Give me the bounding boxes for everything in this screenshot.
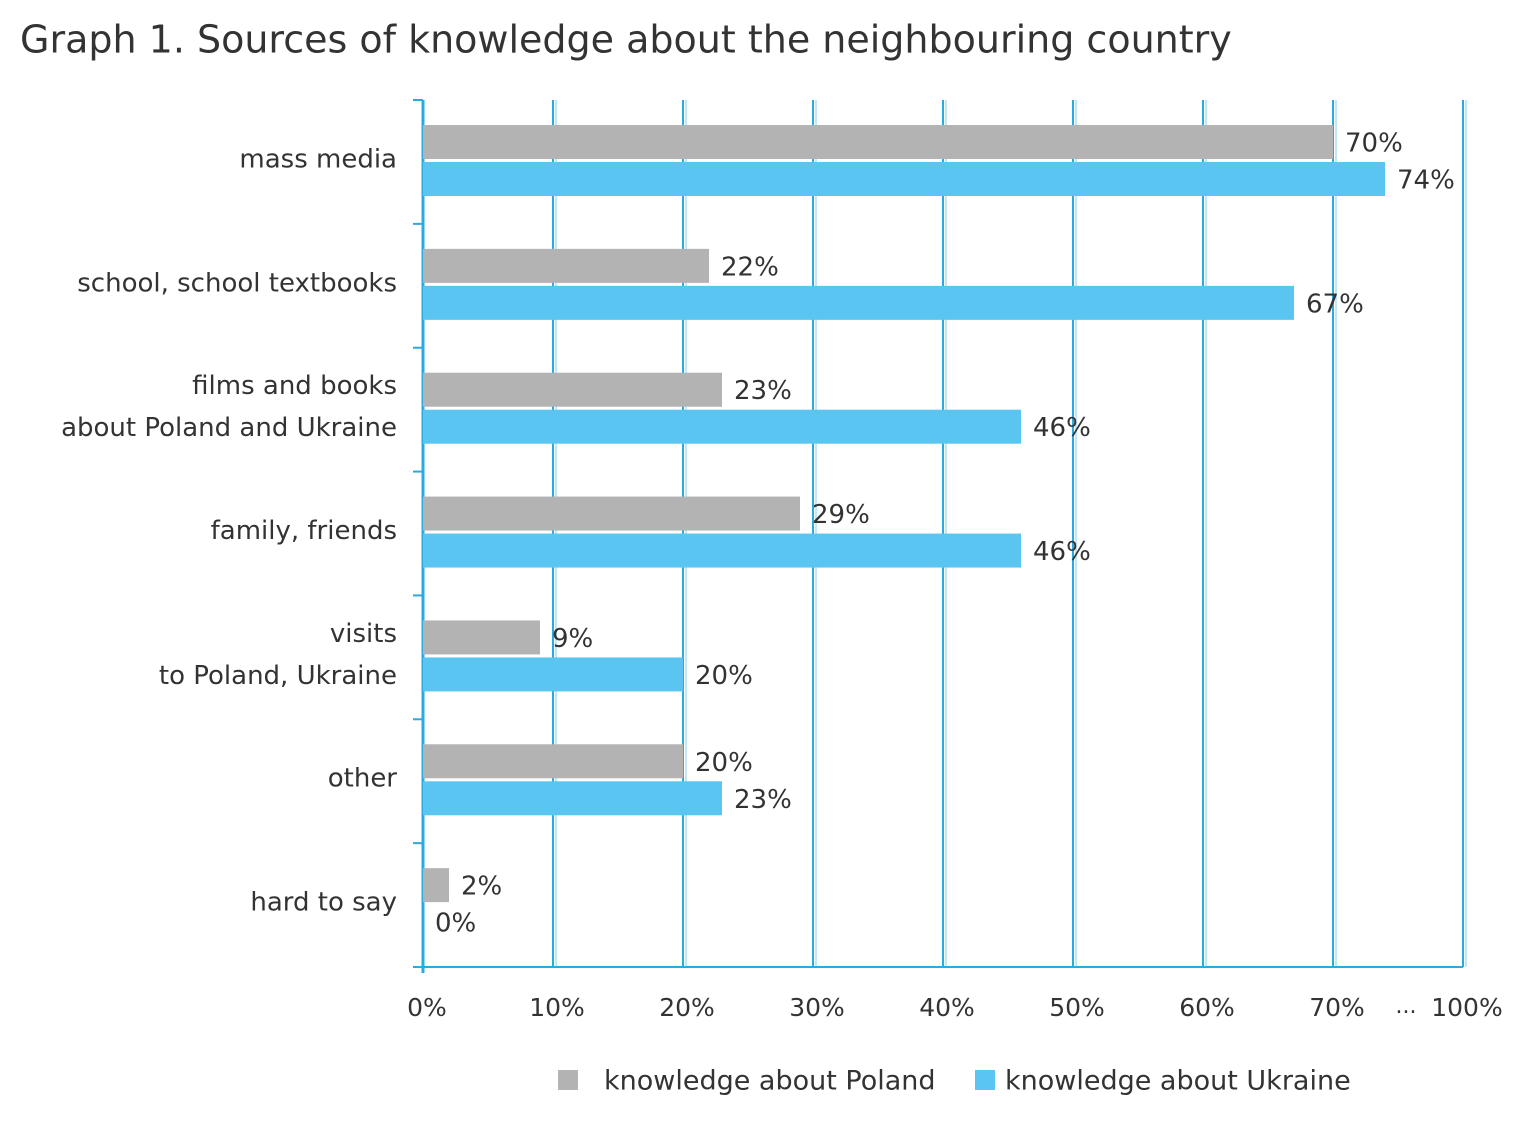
x-tick-label: 60% — [1179, 993, 1235, 1022]
x-tick-label: 70% — [1309, 993, 1365, 1022]
y-tick-label: hard to say — [250, 888, 397, 918]
value-label: 20% — [695, 661, 753, 691]
value-label: 23% — [734, 376, 792, 406]
bar — [423, 248, 709, 283]
bar — [423, 125, 1333, 159]
value-label: 67% — [1306, 289, 1364, 319]
x-tick-label: 40% — [919, 993, 975, 1022]
value-label: 23% — [734, 785, 792, 815]
bar — [423, 868, 449, 903]
value-label: 20% — [695, 748, 753, 778]
value-label: 46% — [1033, 537, 1091, 567]
bar — [423, 744, 683, 779]
y-tick-label: visits — [330, 619, 397, 649]
x-tick-label: 50% — [1049, 993, 1105, 1022]
axis-break: ... — [1396, 994, 1417, 1019]
y-tick-label: mass media — [239, 144, 397, 174]
bar — [423, 533, 1021, 568]
bar — [423, 285, 1294, 320]
legend-label: knowledge about Ukraine — [1005, 1066, 1351, 1097]
value-label: 22% — [721, 252, 779, 282]
legend-swatch — [558, 1070, 578, 1090]
bar — [423, 162, 1385, 196]
bar — [423, 657, 683, 692]
chart-title: Graph 1. Sources of knowledge about the … — [20, 18, 1232, 62]
x-tick-label: 30% — [789, 993, 845, 1022]
legend-swatch — [975, 1070, 995, 1090]
x-tick-label: 20% — [659, 993, 715, 1022]
legend-label: knowledge about Poland — [604, 1066, 936, 1097]
value-label: 74% — [1397, 166, 1455, 196]
y-tick-label: family, friends — [211, 516, 397, 546]
bar — [423, 409, 1021, 444]
value-label: 70% — [1345, 129, 1403, 159]
value-label: 9% — [552, 624, 593, 654]
bar — [423, 496, 800, 531]
bar — [423, 620, 540, 655]
value-label: 2% — [461, 872, 502, 902]
x-tick-label: 0% — [407, 993, 447, 1022]
y-tick-label: school, school textbooks — [77, 268, 397, 298]
y-tick-label: films and books — [192, 371, 397, 401]
bar — [423, 781, 722, 816]
bar — [423, 372, 722, 407]
value-label: 29% — [812, 500, 870, 530]
x-tick-label: 10% — [529, 993, 585, 1022]
x-tick-label: 100% — [1431, 993, 1502, 1022]
value-label: 46% — [1033, 413, 1091, 443]
value-label: 0% — [435, 909, 476, 939]
y-tick-label: about Poland and Ukraine — [61, 413, 397, 443]
y-tick-label: to Poland, Ukraine — [159, 661, 397, 691]
y-tick-label: other — [328, 764, 398, 794]
